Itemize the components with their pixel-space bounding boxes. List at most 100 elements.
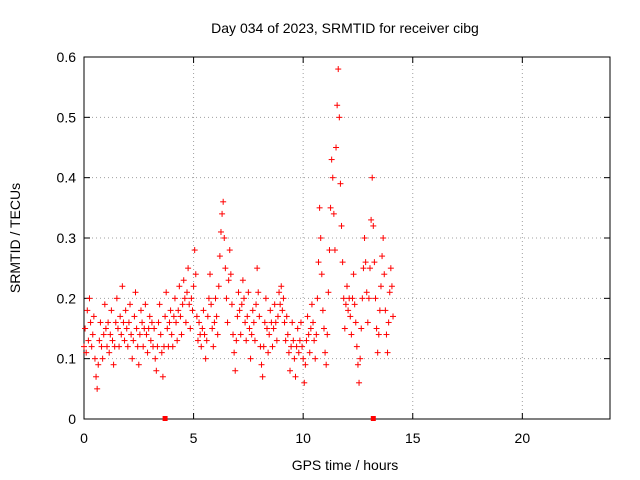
data-point [250, 319, 257, 326]
data-point [354, 361, 361, 368]
data-point [129, 355, 136, 362]
data-point [100, 331, 107, 338]
data-point [176, 283, 183, 290]
data-point [217, 228, 224, 235]
chart-title: Day 034 of 2023, SRMTID for receiver cib… [211, 20, 479, 36]
data-point [88, 343, 95, 350]
data-point [329, 174, 336, 181]
data-point [168, 331, 175, 338]
data-point [259, 373, 266, 380]
data-point [185, 265, 192, 272]
data-point [302, 361, 309, 368]
data-point [279, 307, 286, 314]
data-point [94, 385, 101, 392]
data-point [134, 343, 141, 350]
data-point [187, 325, 194, 332]
data-point [301, 379, 308, 386]
data-point [364, 319, 371, 326]
data-point [167, 307, 174, 314]
data-point [390, 313, 397, 320]
data-point [326, 247, 333, 254]
data-point [123, 325, 130, 332]
data-point [234, 313, 241, 320]
data-point [375, 331, 382, 338]
data-point [305, 331, 312, 338]
x-tick-label: 15 [405, 430, 421, 446]
data-point [360, 265, 367, 272]
data-point [101, 301, 108, 308]
data-point [175, 307, 182, 314]
data-points [81, 66, 397, 392]
data-point [164, 325, 171, 332]
data-point [245, 289, 252, 296]
data-point [324, 331, 331, 338]
y-tick-label: 0.1 [57, 351, 77, 367]
data-point [265, 349, 272, 356]
data-point [198, 343, 205, 350]
data-point [233, 337, 240, 344]
data-point [162, 313, 169, 320]
data-point [133, 325, 140, 332]
data-point [373, 325, 380, 332]
data-point [112, 319, 119, 326]
data-point [318, 271, 325, 278]
data-point [179, 301, 186, 308]
data-point [290, 337, 297, 344]
data-point [267, 307, 274, 314]
data-point [136, 331, 143, 338]
data-point [109, 337, 116, 344]
grid-lines [84, 57, 610, 419]
data-point [226, 247, 233, 254]
x-tick-label: 0 [80, 430, 88, 446]
data-point [186, 301, 193, 308]
data-point [146, 313, 153, 320]
data-point [336, 114, 343, 121]
data-point [385, 319, 392, 326]
data-point [143, 331, 150, 338]
data-point [145, 325, 152, 332]
data-point [182, 319, 189, 326]
data-point [387, 265, 394, 272]
plot-frame [83, 56, 611, 420]
data-point [333, 144, 340, 151]
data-point [313, 331, 320, 338]
data-point [157, 331, 164, 338]
gap-marker [162, 416, 168, 421]
data-point [174, 337, 181, 344]
data-point [97, 319, 104, 326]
data-point [193, 313, 200, 320]
data-point [379, 253, 386, 260]
data-point [220, 198, 227, 205]
data-point [310, 319, 317, 326]
data-point [377, 283, 384, 290]
data-point [139, 319, 146, 326]
data-point [283, 313, 290, 320]
data-point [349, 295, 356, 302]
data-point [315, 259, 322, 266]
data-point [251, 337, 258, 344]
data-point [196, 319, 203, 326]
data-point [148, 319, 155, 326]
data-point [205, 295, 212, 302]
data-point [192, 271, 199, 278]
data-point [284, 331, 291, 338]
data-point [82, 325, 89, 332]
data-point [225, 277, 232, 284]
data-point [81, 343, 87, 350]
data-point [340, 295, 347, 302]
gap-markers [162, 416, 376, 421]
data-point [156, 301, 163, 308]
data-point [365, 295, 372, 302]
data-point [113, 295, 120, 302]
data-point [85, 337, 92, 344]
data-point [264, 325, 271, 332]
data-point [170, 313, 177, 320]
data-point [306, 349, 313, 356]
data-point [230, 331, 237, 338]
data-point [144, 349, 151, 356]
data-point [211, 319, 218, 326]
data-point [273, 337, 280, 344]
data-point [370, 222, 377, 229]
data-point [262, 295, 269, 302]
data-point [359, 295, 366, 302]
